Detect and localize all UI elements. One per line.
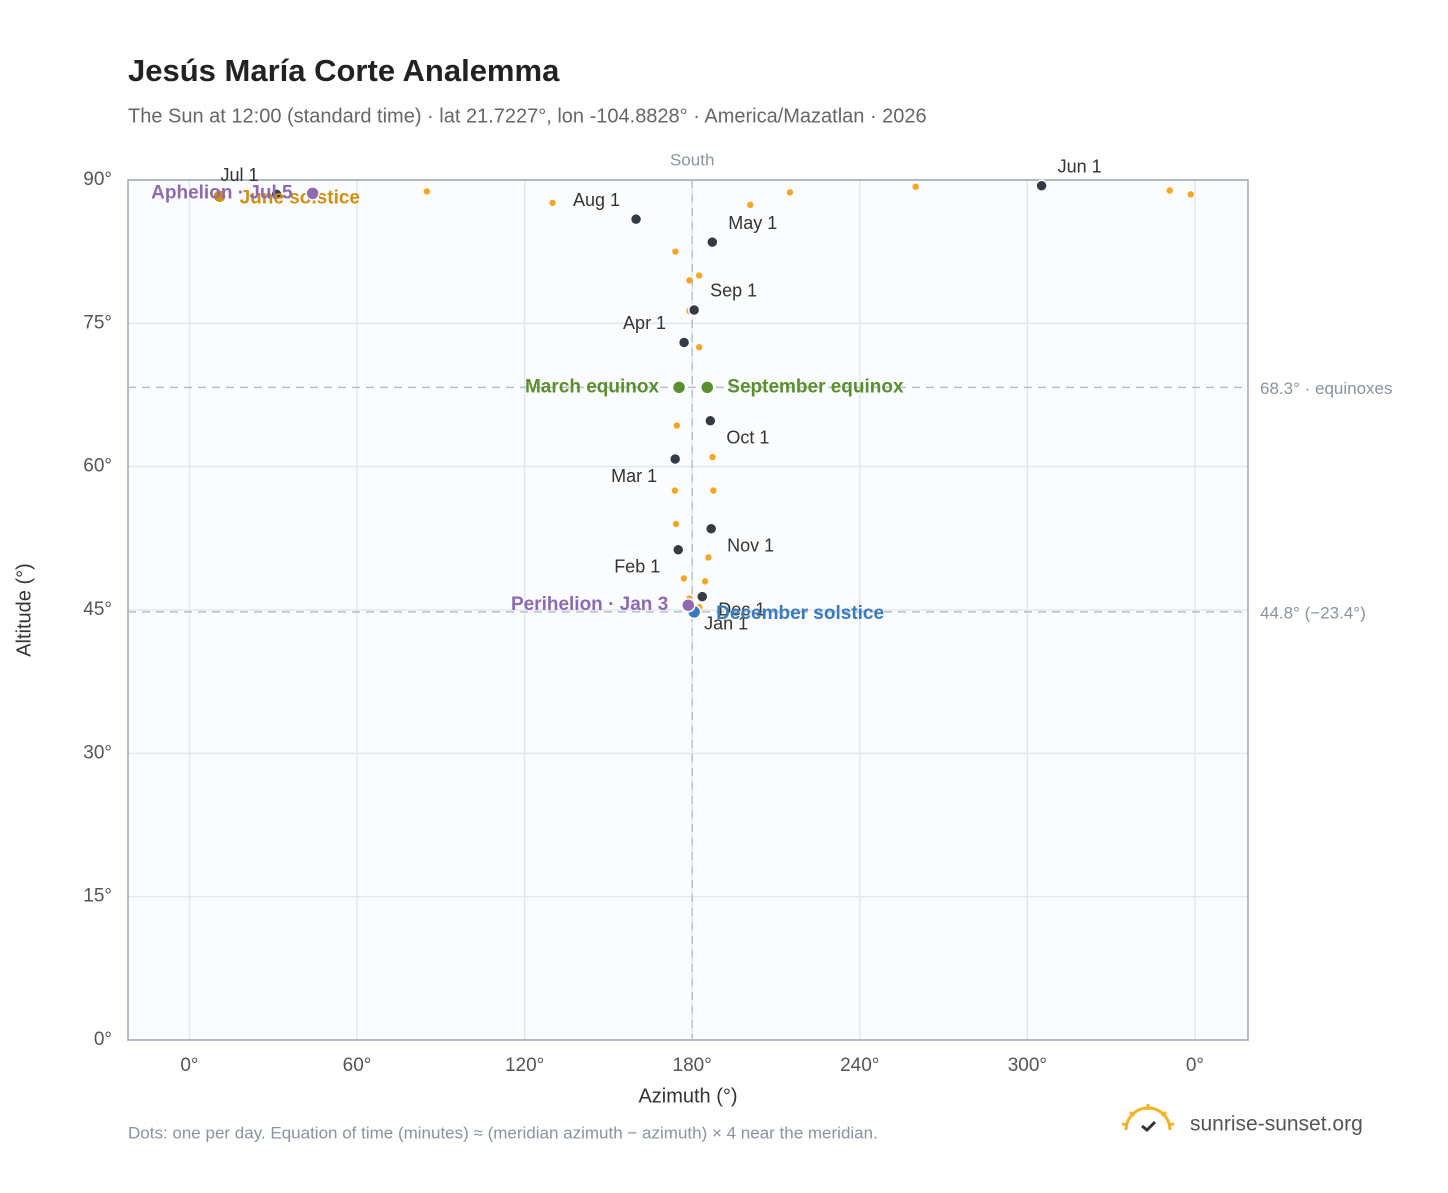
day-dot xyxy=(747,201,754,209)
day-dot xyxy=(705,554,712,561)
month-marker xyxy=(671,543,685,557)
day-dot xyxy=(686,277,693,284)
day-dot xyxy=(701,578,709,585)
day-dot xyxy=(1187,191,1194,198)
event-label: March equinox xyxy=(525,376,660,397)
x-tick-label: 60° xyxy=(343,1055,372,1076)
chart-title: Jesús María Corte Analemma xyxy=(128,53,560,88)
month-marker xyxy=(687,303,701,317)
day-dot xyxy=(1166,187,1173,194)
month-marker xyxy=(706,235,719,249)
y-tick-label: 45° xyxy=(83,599,112,620)
day-dot xyxy=(680,575,688,582)
x-tick-label: 0° xyxy=(1186,1055,1204,1076)
event-marker xyxy=(671,380,687,395)
month-label: Jul 1 xyxy=(221,165,259,185)
month-marker xyxy=(1035,179,1048,192)
x-tick-label: 240° xyxy=(840,1055,879,1076)
event-label: June solstice xyxy=(240,187,360,208)
month-label: Dec 1 xyxy=(718,599,765,619)
y-tick-label: 90° xyxy=(83,169,112,190)
month-marker xyxy=(704,522,718,536)
day-dot xyxy=(423,188,431,195)
y-tick-label: 0° xyxy=(94,1029,112,1050)
day-dot xyxy=(710,487,717,494)
day-dot xyxy=(671,487,679,494)
chart-subtitle: The Sun at 12:00 (standard time) · lat 2… xyxy=(128,105,927,127)
day-dot xyxy=(709,453,716,461)
plot-frame xyxy=(127,179,1249,1041)
month-label: Jan 1 xyxy=(704,614,748,634)
logo xyxy=(1121,1104,1175,1133)
month-label: Apr 1 xyxy=(623,313,666,333)
day-dot xyxy=(672,520,680,528)
day-dot xyxy=(673,422,681,429)
y-axis-label: Altitude (°) xyxy=(13,563,35,657)
event-label: Aphelion · Jul 5 xyxy=(151,182,293,203)
month-marker xyxy=(629,212,643,226)
y-tick-label: 60° xyxy=(83,456,112,477)
day-dot xyxy=(695,344,703,351)
day-dot xyxy=(672,248,679,255)
day-dot xyxy=(549,199,556,207)
x-tick-label: 180° xyxy=(673,1055,712,1076)
month-label: Oct 1 xyxy=(726,428,769,448)
month-marker xyxy=(704,414,717,428)
reference-label: 68.3° · equinoxes xyxy=(1260,379,1393,398)
month-label: May 1 xyxy=(728,213,777,233)
x-tick-label: 0° xyxy=(180,1055,198,1076)
month-label: Nov 1 xyxy=(727,536,774,556)
month-label: Feb 1 xyxy=(614,557,660,577)
day-dot xyxy=(695,272,703,279)
event-marker xyxy=(681,597,696,613)
y-tick-label: 30° xyxy=(83,742,112,763)
month-marker xyxy=(668,452,682,466)
note: Dots: one per day. Equation of time (min… xyxy=(128,1123,878,1142)
event-label: Perihelion · Jan 3 xyxy=(511,594,668,615)
event-label: September equinox xyxy=(727,376,904,397)
event-label: December solstice xyxy=(716,603,884,624)
month-label: Jun 1 xyxy=(1058,156,1102,176)
month-marker xyxy=(270,188,283,201)
day-dot xyxy=(786,189,794,196)
x-tick-label: 300° xyxy=(1008,1055,1047,1076)
meridian-label: South xyxy=(670,150,714,169)
x-tick-label: 120° xyxy=(505,1055,544,1076)
month-marker xyxy=(695,590,709,603)
month-label: Sep 1 xyxy=(710,281,757,301)
y-tick-label: 75° xyxy=(83,312,112,333)
event-marker xyxy=(305,186,320,201)
month-marker xyxy=(677,336,691,349)
day-dot xyxy=(912,183,919,190)
month-label: Aug 1 xyxy=(573,190,620,210)
event-marker xyxy=(212,188,227,204)
brand: sunrise-sunset.org xyxy=(1190,1113,1363,1136)
reference-label: 44.8° (−23.4°) xyxy=(1260,603,1366,622)
y-tick-label: 15° xyxy=(83,886,112,907)
x-axis-label: Azimuth (°) xyxy=(638,1085,737,1107)
month-label: Mar 1 xyxy=(611,466,657,486)
event-marker xyxy=(700,380,715,395)
